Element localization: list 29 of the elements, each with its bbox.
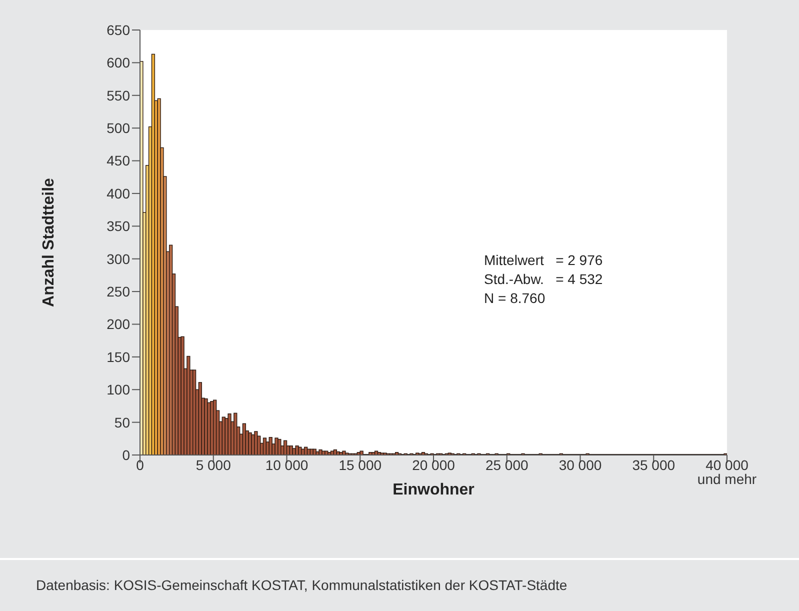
y-tick-label: 500: [106, 120, 130, 136]
annotation: Mittelwert = 2 976: [484, 251, 603, 270]
x-tick-label: 20 000: [412, 456, 456, 473]
y-tick-label: 550: [106, 87, 130, 104]
text: Datenbasis: KOSIS-Gemeinschaft KOSTAT, Kommunalstatistiken der KOSTAT-Städte: [36, 577, 568, 593]
y-tick-label: 600: [106, 54, 130, 71]
y-tick-label: 350: [106, 218, 130, 234]
y-axis-title: Anzahl Stadtteile: [40, 178, 58, 307]
x-tick-label: 40 000 und mehr: [697, 456, 757, 487]
x-axis-title: Einwohner: [392, 481, 474, 498]
y-tick-label: 0: [122, 446, 130, 463]
y-tick-label: 200: [106, 316, 130, 332]
y-tick-label: 100: [106, 382, 130, 398]
x-tick-label: 5 000: [196, 456, 232, 473]
annotation: Std.-Abw. = 4 532: [484, 270, 603, 289]
x-tick-label: 30 000: [558, 456, 602, 473]
y-tick-label: 150: [106, 348, 130, 365]
y-tick-label: 300: [106, 250, 130, 267]
x-tick-label: 15 000: [338, 456, 382, 473]
y-tick-label: 50: [114, 414, 130, 430]
x-tick-label: 25 000: [485, 456, 528, 473]
x-tick-label: 35 000: [632, 456, 676, 473]
y-tick-label: 650: [106, 22, 130, 38]
x-tick-label: 10 000: [265, 456, 308, 473]
annotation: N = 8.760: [484, 289, 546, 308]
y-tick-label: 400: [106, 185, 130, 202]
y-tick-label: 450: [106, 152, 130, 169]
y-tick-label: 250: [106, 284, 130, 300]
x-tick-label: 0: [136, 456, 144, 473]
